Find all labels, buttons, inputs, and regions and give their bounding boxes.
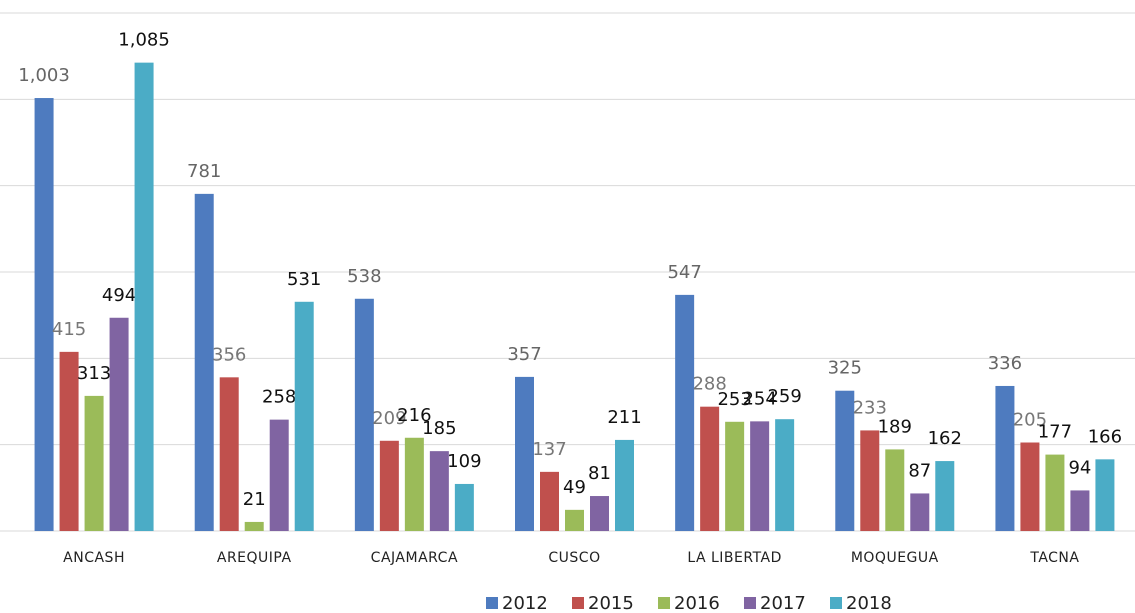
bar: [269, 419, 289, 531]
legend-label: 2012: [502, 593, 548, 613]
bar: [109, 317, 129, 531]
data-label: 216: [397, 405, 431, 426]
data-label: 288: [692, 374, 726, 395]
data-label: 109: [447, 451, 481, 472]
data-label: 49: [563, 477, 586, 498]
x-tick-label: LA LIBERTAD: [687, 550, 782, 566]
bar: [219, 377, 239, 531]
bar: [910, 493, 930, 531]
data-label: 205: [1013, 410, 1047, 431]
x-tick-label: MOQUEGUA: [851, 550, 939, 566]
data-label: 781: [187, 161, 221, 182]
bar: [1070, 490, 1090, 531]
data-label: 137: [532, 439, 566, 460]
data-label: 1,085: [118, 30, 170, 51]
data-label: 259: [767, 386, 801, 407]
data-label: 325: [828, 358, 862, 379]
x-tick-label: AREQUIPA: [217, 550, 292, 566]
legend-swatch: [744, 597, 756, 609]
data-label: 94: [1068, 457, 1091, 478]
data-label: 538: [347, 266, 381, 287]
bar: [615, 439, 634, 531]
data-label: 87: [908, 460, 931, 481]
bar: [700, 406, 720, 531]
data-label: 81: [588, 463, 611, 484]
bar: [995, 385, 1015, 531]
data-label: 258: [262, 387, 296, 408]
bar: [750, 421, 770, 531]
bar: [454, 483, 474, 531]
data-label: 211: [607, 407, 641, 428]
bar: [935, 461, 955, 531]
bar: [1095, 459, 1115, 531]
bar: [675, 294, 695, 531]
bar: [835, 390, 855, 531]
data-label: 166: [1088, 426, 1122, 447]
bar: [59, 351, 79, 531]
legend-swatch: [830, 597, 842, 609]
data-label: 177: [1038, 422, 1072, 443]
bar: [429, 451, 449, 531]
bar: [194, 193, 214, 531]
data-label: 185: [422, 418, 456, 439]
bar: [1045, 454, 1065, 531]
data-label: 313: [77, 363, 111, 384]
data-label: 253: [717, 389, 751, 410]
bar: [84, 395, 104, 531]
legend-swatch: [658, 597, 670, 609]
data-label: 233: [853, 397, 887, 418]
x-tick-label: ANCASH: [63, 550, 125, 566]
bar: [775, 419, 795, 531]
bar: [1020, 442, 1040, 531]
data-label: 254: [742, 388, 776, 409]
data-label: 21: [243, 489, 266, 510]
legend-swatch: [486, 597, 498, 609]
data-label: 162: [928, 428, 962, 449]
bar: [515, 376, 534, 531]
data-label: 494: [102, 285, 136, 306]
bar: [244, 521, 264, 531]
legend-swatch: [572, 597, 584, 609]
legend-label: 2017: [760, 593, 806, 613]
data-label: 415: [52, 319, 86, 340]
x-tick-label: TACNA: [1029, 550, 1079, 566]
bar: [725, 421, 745, 531]
bar: [565, 509, 584, 531]
data-label: 547: [667, 262, 701, 283]
x-tick-label: CUSCO: [548, 550, 600, 566]
bar: [885, 449, 905, 531]
bar: [590, 496, 609, 531]
bar: [379, 440, 399, 531]
data-label: 531: [287, 269, 321, 290]
bar: [354, 298, 374, 531]
data-label: 189: [878, 416, 912, 437]
bar: [134, 62, 154, 532]
bar: [34, 98, 54, 531]
data-label: 209: [372, 408, 406, 429]
legend-label: 2015: [588, 593, 634, 613]
bar: [860, 430, 880, 531]
data-label: 356: [212, 344, 246, 365]
bar: [294, 301, 314, 531]
bar: [404, 437, 424, 531]
legend-label: 2016: [674, 593, 720, 613]
data-label: 357: [507, 344, 541, 365]
data-label: 1,003: [18, 65, 70, 86]
x-tick-label: CAJAMARCA: [371, 550, 458, 566]
legend-label: 2018: [846, 593, 892, 613]
bar: [540, 471, 559, 531]
data-label: 336: [988, 353, 1022, 374]
